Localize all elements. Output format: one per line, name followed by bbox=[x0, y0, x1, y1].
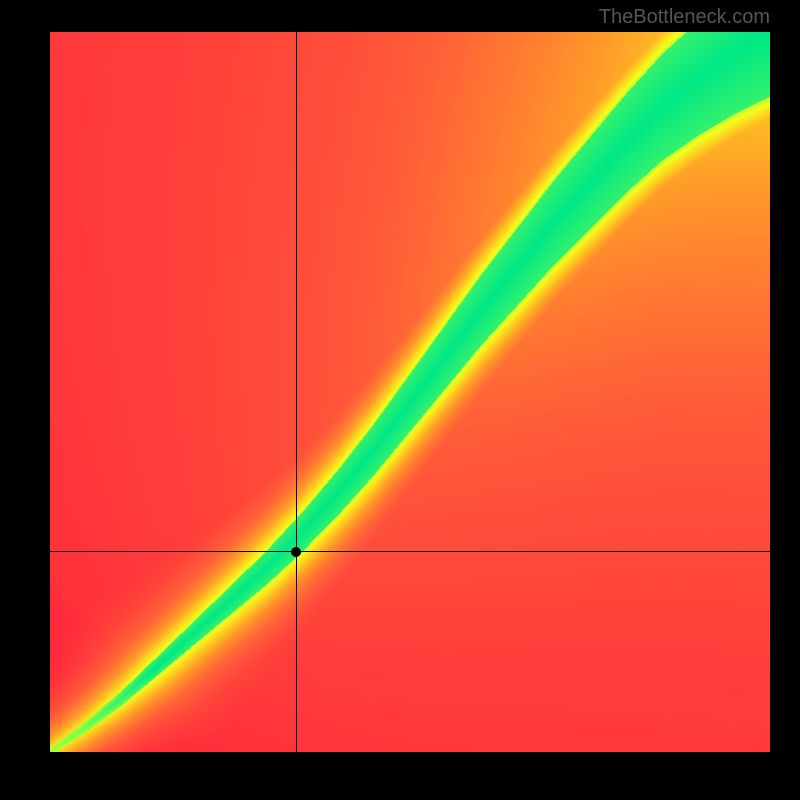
watermark-text: TheBottleneck.com bbox=[599, 6, 770, 29]
crosshair-marker bbox=[291, 547, 301, 557]
plot-area bbox=[50, 32, 770, 752]
crosshair-vertical bbox=[296, 32, 297, 752]
bottleneck-heatmap bbox=[50, 32, 770, 752]
crosshair-horizontal bbox=[50, 551, 770, 552]
